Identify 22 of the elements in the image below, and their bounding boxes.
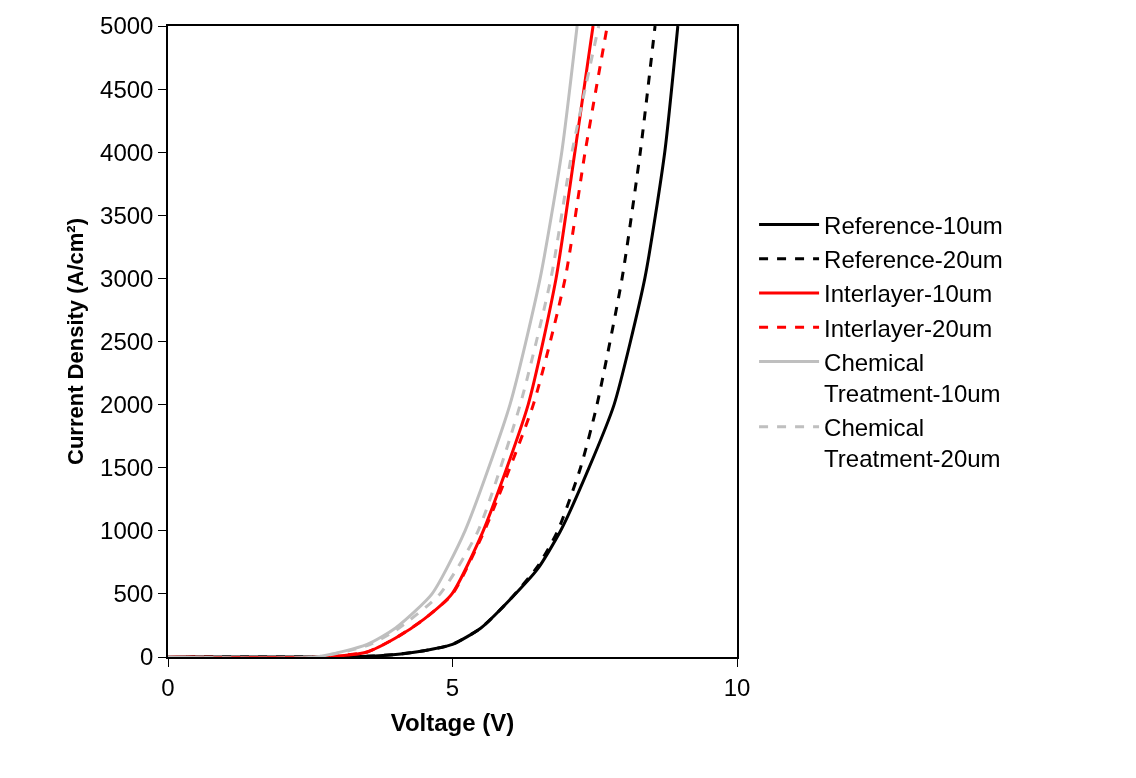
y-axis-title: Current Density (A/cm²) bbox=[63, 218, 89, 465]
x-tick-label: 0 bbox=[161, 673, 175, 701]
y-tick-label: 1500 bbox=[100, 454, 154, 482]
y-tick-label: 500 bbox=[113, 580, 154, 608]
legend-label: Interlayer-20um bbox=[824, 314, 993, 342]
y-tick-label: 3000 bbox=[100, 264, 154, 292]
y-tick-label: 2500 bbox=[100, 327, 154, 355]
legend-label: Interlayer-10um bbox=[824, 280, 993, 308]
y-tick-label: 0 bbox=[140, 643, 154, 671]
y-tick-label: 2000 bbox=[100, 391, 154, 418]
x-tick-label: 5 bbox=[445, 673, 460, 701]
y-tick-label: 5000 bbox=[100, 12, 154, 40]
y-tick-label: 3500 bbox=[100, 201, 154, 229]
x-tick-label: 10 bbox=[723, 673, 751, 701]
legend-label: Reference-10um bbox=[824, 211, 1003, 239]
legend-label: Chemical Treatment-10um bbox=[824, 348, 1001, 407]
y-tick-label: 4500 bbox=[100, 75, 154, 103]
x-axis-title: Voltage (V) bbox=[390, 709, 515, 737]
y-tick-label: 4000 bbox=[100, 138, 154, 166]
y-tick-label: 1000 bbox=[100, 517, 154, 545]
legend-label: Reference-20um bbox=[824, 246, 1003, 274]
legend-label: Chemical Treatment-20um bbox=[824, 414, 1001, 473]
